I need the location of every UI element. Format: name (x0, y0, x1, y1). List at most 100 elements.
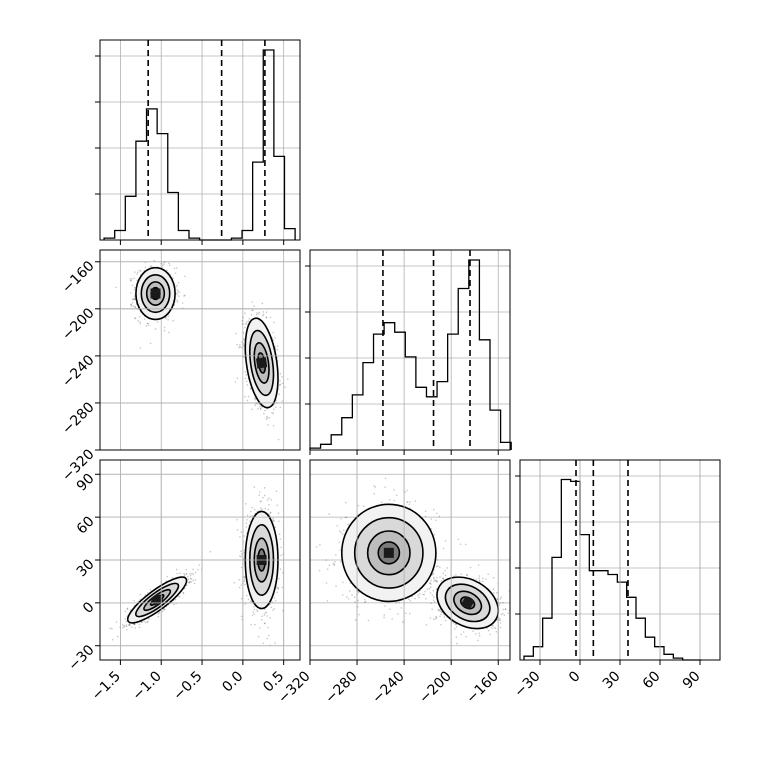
sample-point (149, 342, 152, 345)
sample-point (157, 615, 160, 618)
sample-point (250, 314, 253, 316)
sample-point (244, 583, 246, 586)
sample-point (263, 487, 266, 489)
sample-point (436, 580, 439, 582)
sample-point (134, 271, 136, 273)
sample-point (253, 608, 256, 611)
sample-point (258, 627, 261, 629)
sample-point (249, 388, 252, 390)
sample-point (241, 320, 244, 322)
sample-point (241, 323, 244, 325)
sample-point (275, 490, 278, 493)
sample-point (240, 553, 243, 555)
sample-point (147, 324, 150, 327)
sample-point (235, 332, 237, 335)
sample-point (161, 610, 164, 613)
sample-point (240, 531, 242, 533)
sample-point (432, 572, 435, 575)
sample-point (276, 587, 279, 590)
sample-point (465, 635, 467, 638)
sample-point (243, 344, 245, 347)
sample-point (443, 578, 445, 581)
hist-bar (543, 618, 552, 660)
hist-bar (242, 231, 253, 241)
sample-point (192, 579, 194, 582)
sample-point (242, 338, 245, 340)
panel-hist-1 (305, 249, 512, 455)
sample-point (334, 561, 336, 563)
sample-point (339, 549, 342, 551)
hist-bar (490, 410, 501, 450)
sample-point (328, 564, 331, 567)
sample-point (501, 612, 504, 615)
sample-point (138, 315, 141, 318)
sample-point (244, 502, 247, 505)
sample-point (279, 380, 281, 382)
sample-point (125, 625, 128, 628)
sample-point (281, 400, 284, 402)
sample-point (156, 321, 159, 323)
hist-step-line (523, 478, 702, 661)
sample-point (245, 380, 248, 383)
y-tick-label-p2: 60 (74, 513, 98, 537)
sample-point (250, 600, 252, 602)
sample-point (347, 523, 349, 526)
sample-point (280, 546, 283, 549)
sample-point (192, 568, 194, 571)
sample-point (245, 526, 248, 528)
sample-point (177, 282, 180, 284)
sample-point (174, 598, 177, 601)
sample-point (243, 579, 246, 581)
hist-bar (552, 557, 561, 660)
sample-point (175, 568, 178, 571)
sample-point (357, 591, 360, 594)
sample-point (442, 577, 444, 579)
sample-point (251, 301, 254, 303)
y-tick-label-p2: 0 (80, 599, 98, 617)
sample-point (373, 485, 375, 487)
sample-point (247, 598, 250, 601)
sample-point (191, 572, 193, 575)
sample-point (163, 263, 165, 265)
sample-point (144, 621, 147, 624)
sample-point (273, 597, 276, 599)
x-tick-label-p2: 0 (566, 668, 584, 686)
sample-point (274, 337, 276, 339)
sample-point (267, 626, 269, 629)
x-tick-label-p0: −0.5 (170, 668, 205, 703)
hist-bar (125, 196, 136, 240)
sample-point (398, 601, 401, 604)
sample-point (487, 573, 489, 576)
sample-point (242, 343, 244, 345)
sample-point (238, 578, 240, 581)
sample-point (183, 574, 186, 576)
sample-point (435, 565, 438, 568)
sample-point (172, 277, 174, 280)
sample-point (362, 505, 365, 508)
sample-point (432, 599, 435, 601)
sample-point (129, 279, 132, 282)
sample-point (408, 503, 411, 505)
sample-point (499, 602, 501, 605)
x-tick-label-p2: 30 (600, 668, 624, 692)
sample-point (397, 613, 399, 615)
sample-point (433, 580, 435, 582)
hist-bar (395, 332, 406, 450)
sample-point (500, 596, 503, 599)
sample-point (358, 613, 360, 616)
sample-point (318, 569, 321, 572)
sample-point (389, 498, 391, 501)
sample-point (161, 266, 164, 269)
sample-point (181, 302, 184, 304)
hist-bar (352, 395, 363, 450)
sample-point (178, 291, 181, 294)
sample-point (236, 518, 238, 521)
sample-point (134, 305, 137, 308)
sample-point (454, 628, 456, 630)
sample-point (256, 312, 258, 314)
sample-point (335, 553, 337, 556)
hist-bar (580, 535, 589, 660)
sample-point (276, 345, 279, 347)
